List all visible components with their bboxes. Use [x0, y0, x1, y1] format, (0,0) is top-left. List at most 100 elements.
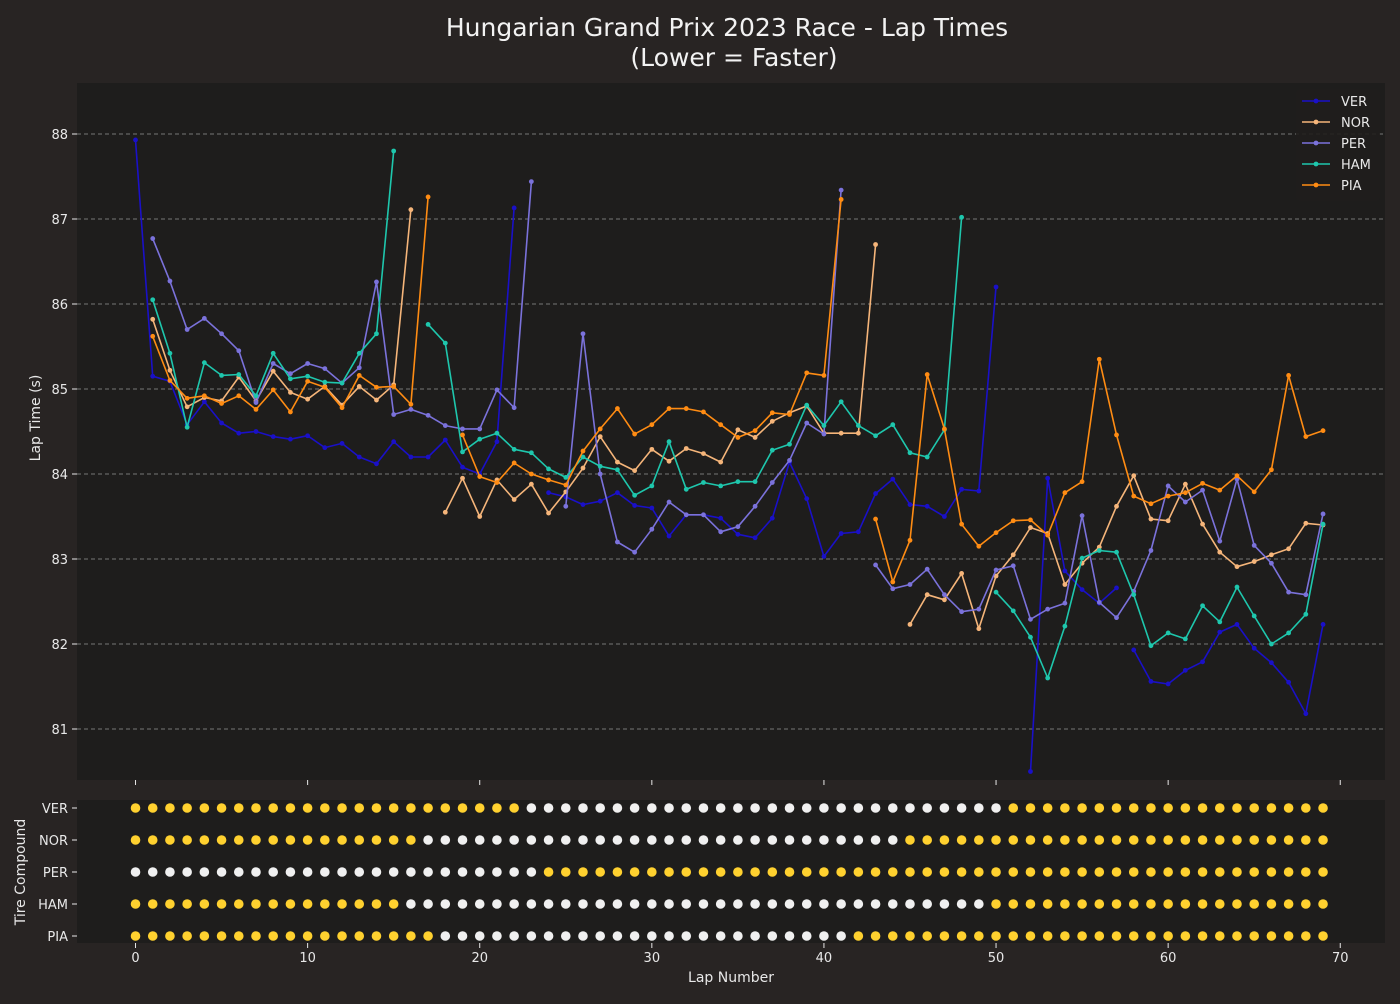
tire-dot [216, 899, 227, 909]
chart-subtitle: (Lower = Faster) [630, 43, 837, 72]
tire-dot [130, 835, 141, 845]
tire-dot [1025, 803, 1036, 813]
data-point [666, 499, 672, 505]
data-point [718, 483, 724, 489]
data-point [425, 454, 431, 460]
tire-dot [956, 899, 967, 909]
data-point [1045, 606, 1051, 612]
data-point [597, 471, 603, 477]
data-point [494, 430, 500, 436]
tire-dot [406, 803, 416, 813]
tire-dot [233, 899, 244, 909]
tire-dot [457, 803, 468, 813]
data-point [374, 331, 379, 337]
tire-dot [423, 835, 433, 845]
tire-dot [560, 899, 571, 909]
y-tick-label: 88 [51, 128, 68, 143]
data-point [546, 490, 551, 496]
tire-dot [991, 835, 1001, 845]
data-point [580, 448, 586, 454]
data-point [769, 447, 775, 453]
data-point [993, 284, 999, 290]
data-point [184, 327, 190, 332]
data-point [873, 491, 878, 496]
tire-dot [388, 803, 399, 813]
data-point [374, 397, 379, 403]
tire-dot [819, 803, 829, 813]
data-point [1045, 475, 1051, 481]
data-point [1200, 603, 1205, 609]
data-point [477, 514, 483, 519]
data-point [838, 430, 844, 436]
data-point [752, 535, 758, 541]
tire-dot [1146, 803, 1156, 813]
data-point [1045, 532, 1051, 538]
data-point [735, 524, 741, 530]
legend-marker [1313, 140, 1319, 146]
tire-dot [1180, 899, 1191, 909]
tire-dot [1077, 835, 1087, 845]
data-point [494, 387, 500, 393]
data-point [1165, 681, 1171, 687]
tire-dot [578, 803, 588, 813]
data-point [339, 380, 345, 386]
tire-dot [733, 931, 743, 941]
tire-dot [664, 835, 674, 845]
data-point [666, 439, 672, 445]
tire-dot [147, 835, 158, 845]
tire-dot [819, 931, 829, 941]
tire-dot [492, 899, 502, 909]
tire-dot [165, 835, 175, 845]
tire-dot [1301, 867, 1311, 877]
data-point [511, 497, 517, 502]
tire-dot [492, 867, 502, 877]
tire-dot [664, 931, 674, 941]
tire-dot [147, 899, 158, 909]
tire-dot [1025, 835, 1036, 845]
data-point [597, 434, 603, 439]
data-point [959, 521, 965, 527]
tire-dot [371, 803, 382, 813]
tire-dot [750, 867, 760, 877]
data-point [752, 479, 758, 485]
tire-dot [1077, 899, 1087, 909]
data-point [546, 466, 551, 472]
data-point [1062, 568, 1068, 574]
tire-dot [216, 931, 227, 941]
tire-dot [406, 899, 416, 909]
data-point [270, 361, 276, 366]
tire-dot [681, 931, 692, 941]
tire-dot [647, 835, 657, 845]
tire-dot [165, 867, 175, 877]
y-tick-label: 87 [51, 213, 68, 228]
tire-dot [233, 803, 244, 813]
tire-dot [1042, 803, 1053, 813]
tire-dot [1111, 867, 1122, 877]
tire-dot [1232, 867, 1242, 877]
tire-dot [268, 835, 279, 845]
data-point [253, 429, 259, 434]
tire-dot [474, 867, 485, 877]
tire-dot [1249, 803, 1259, 813]
data-point [1217, 538, 1223, 544]
data-point [477, 426, 483, 432]
data-point [1148, 516, 1154, 522]
data-point [150, 333, 156, 339]
tire-dot [784, 835, 795, 845]
data-point [528, 179, 534, 185]
data-point [442, 437, 448, 443]
data-point [305, 378, 311, 384]
tire-dot [870, 867, 881, 877]
data-point [408, 401, 414, 407]
data-point [184, 424, 190, 430]
tire-dot [578, 931, 588, 941]
data-point [907, 622, 913, 627]
data-point [683, 406, 689, 411]
data-point [1148, 548, 1154, 553]
data-point [666, 533, 672, 539]
tire-dot [922, 867, 932, 877]
data-point [511, 405, 517, 411]
data-point [1303, 520, 1309, 526]
data-point [1114, 615, 1119, 621]
tire-dot [750, 899, 760, 909]
